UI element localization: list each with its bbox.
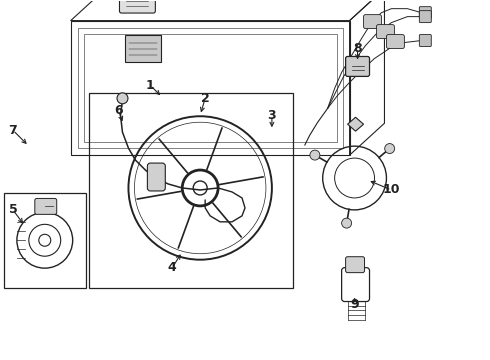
Circle shape xyxy=(310,150,320,160)
Circle shape xyxy=(342,218,352,228)
Text: 9: 9 xyxy=(350,298,359,311)
FancyBboxPatch shape xyxy=(387,35,404,49)
FancyBboxPatch shape xyxy=(419,11,431,23)
Circle shape xyxy=(117,93,128,104)
Text: 8: 8 xyxy=(353,42,362,55)
FancyBboxPatch shape xyxy=(364,15,382,28)
FancyBboxPatch shape xyxy=(376,24,394,39)
FancyBboxPatch shape xyxy=(419,35,431,46)
Text: 3: 3 xyxy=(268,109,276,122)
FancyBboxPatch shape xyxy=(345,257,365,273)
FancyBboxPatch shape xyxy=(125,35,161,62)
FancyBboxPatch shape xyxy=(120,0,155,13)
Text: 10: 10 xyxy=(383,184,400,197)
FancyBboxPatch shape xyxy=(35,198,57,214)
Circle shape xyxy=(385,144,394,153)
FancyBboxPatch shape xyxy=(147,163,165,191)
Text: 7: 7 xyxy=(8,124,17,137)
FancyBboxPatch shape xyxy=(419,7,431,19)
FancyBboxPatch shape xyxy=(345,57,369,76)
Text: 1: 1 xyxy=(146,79,155,92)
Text: 4: 4 xyxy=(168,261,177,274)
Polygon shape xyxy=(347,117,364,131)
Text: 6: 6 xyxy=(114,104,123,117)
Text: 2: 2 xyxy=(201,92,210,105)
Text: 5: 5 xyxy=(8,203,17,216)
